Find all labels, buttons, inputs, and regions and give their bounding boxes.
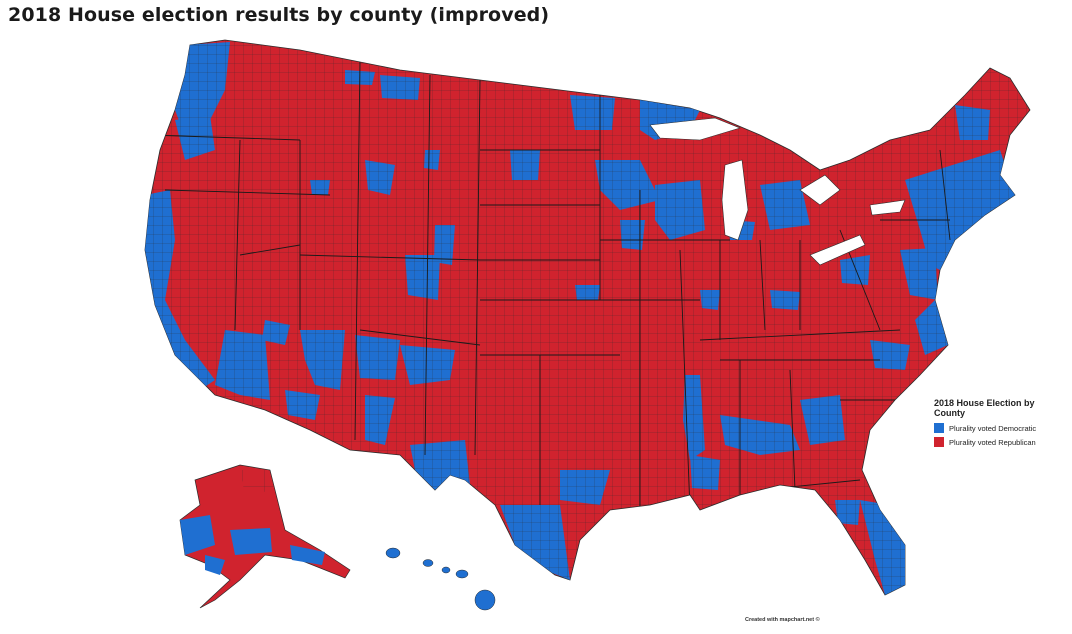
lake-ontario <box>869 199 906 216</box>
great-lakes <box>649 117 906 266</box>
page-title: 2018 House election results by county (i… <box>8 4 550 26</box>
county-borders <box>145 40 1030 595</box>
legend-label-republican: Plurality voted Republican <box>949 437 1036 447</box>
legend-swatch-republican <box>934 437 944 447</box>
hawaii <box>385 547 496 611</box>
alaska <box>179 464 351 609</box>
lake-superior <box>649 117 741 141</box>
legend-title: 2018 House Election by County <box>934 398 1035 418</box>
legend-swatch-democratic <box>934 423 944 433</box>
legend-label-democratic: Plurality voted Democratic <box>949 423 1037 433</box>
lake-michigan <box>721 159 749 241</box>
legend-item-democratic: Plurality voted Democratic <box>934 423 1064 433</box>
credit-text: Created with mapchart.net © <box>745 617 820 623</box>
legend-item-republican: Plurality voted Republican <box>934 437 1064 447</box>
map-legend: 2018 House Election by County Plurality … <box>934 398 1064 451</box>
state-borders <box>149 59 951 511</box>
lake-huron <box>799 174 841 206</box>
lake-erie <box>809 234 866 266</box>
